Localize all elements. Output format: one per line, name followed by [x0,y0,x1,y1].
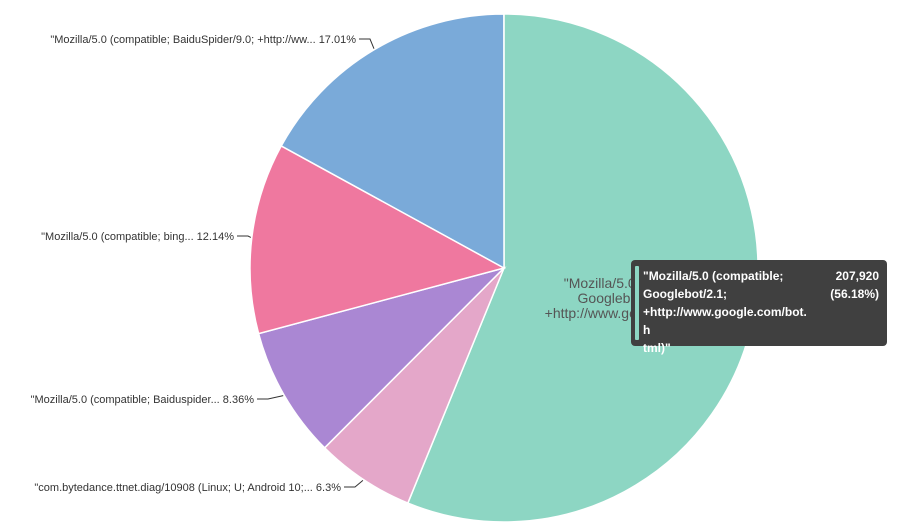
tooltip-percent: (56.18%) [830,287,879,301]
pie-slice[interactable] [280,13,505,270]
leader-line [359,38,375,49]
inner-label-line: "Mozilla/5.0 ( [564,275,645,291]
leader-line [257,395,284,400]
tooltip-values: 207,920 (56.18%) [830,267,879,303]
tooltip-label-line: +http://www.google.com/bot.h [643,305,807,337]
pie-slice[interactable] [257,266,507,449]
slice-label: "com.bytedance.ttnet.diag/10908 (Linux; … [34,482,341,494]
leader-lines [237,38,375,488]
leader-line [237,235,252,238]
inner-label-line: Googleb [578,290,631,306]
pie-slices [249,13,759,523]
slice-label: "Mozilla/5.0 (compatible; BaiduSpider/9.… [50,34,356,46]
tooltip-value: 207,920 [835,269,879,283]
slice-labels: "com.bytedance.ttnet.diag/10908 (Linux; … [31,34,357,494]
tooltip-color-swatch [635,266,639,340]
tooltip-label-line: "Mozilla/5.0 (compatible; [643,269,784,283]
slice-label: "Mozilla/5.0 (compatible; bing... 12.14% [41,231,234,243]
slice-label: "Mozilla/5.0 (compatible; Baiduspider...… [31,394,255,406]
leader-line [344,480,364,488]
tooltip-label-line: tml)" [643,341,671,355]
chart-tooltip: "Mozilla/5.0 (compatible; Googlebot/2.1;… [631,260,887,355]
tooltip-label: "Mozilla/5.0 (compatible; Googlebot/2.1;… [643,267,809,357]
pie-slice[interactable] [249,144,507,335]
tooltip-label-line: Googlebot/2.1; [643,287,727,301]
